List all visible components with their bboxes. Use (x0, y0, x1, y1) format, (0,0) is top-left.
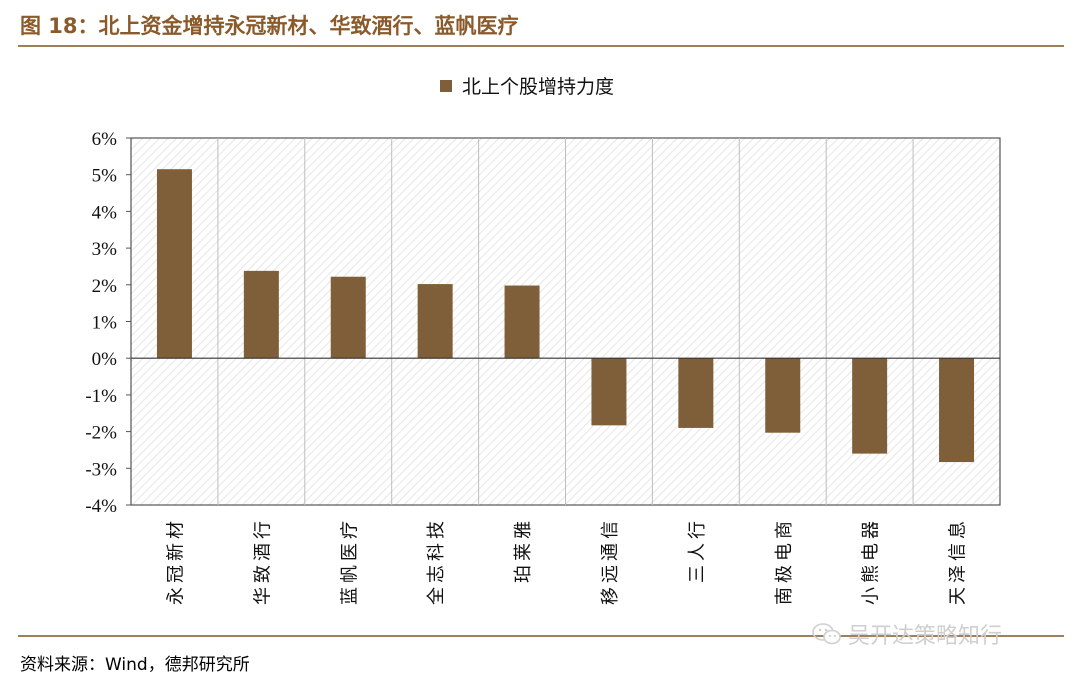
bar-4 (417, 284, 453, 359)
y-tick-label: -4% (85, 496, 117, 517)
watermark: 吴开达策略知行 (812, 618, 1002, 650)
bar-3 (330, 276, 366, 359)
x-category-label: 蓝帆医疗 (339, 517, 360, 605)
y-tick-label: -1% (85, 386, 117, 407)
bar-7 (678, 358, 714, 428)
x-category-label: 三人行 (687, 517, 708, 583)
x-category-label: 全志科技 (426, 517, 447, 605)
y-tick-label: 3% (92, 239, 118, 260)
figure-title: 图 18：北上资金增持永冠新材、华致酒行、蓝帆医疗 (20, 14, 519, 38)
legend-label: 北上个股增持力度 (462, 76, 615, 98)
y-tick-label: 5% (92, 166, 118, 187)
bar-9 (852, 358, 888, 454)
x-category-label: 移远通信 (600, 517, 621, 605)
source-note: 资料来源：Wind，德邦研究所 (20, 655, 250, 675)
watermark-text: 吴开达策略知行 (848, 624, 1003, 649)
y-tick-label: 2% (92, 276, 118, 297)
title-divider (18, 45, 1064, 47)
y-tick-label: 0% (92, 349, 118, 370)
y-tick-label: -2% (85, 423, 117, 444)
x-category-label: 南极电商 (774, 517, 795, 605)
y-tick-label: 6% (92, 129, 118, 150)
bar-5 (504, 285, 540, 359)
y-tick-label: 4% (92, 202, 118, 223)
x-category-label: 珀莱雅 (513, 517, 534, 583)
legend-swatch (440, 79, 452, 92)
bar-8 (765, 358, 801, 433)
y-tick-label: 1% (92, 313, 118, 334)
x-category-label: 华致酒行 (252, 517, 273, 605)
bar-1 (156, 169, 192, 359)
y-tick-label: -3% (85, 459, 117, 480)
x-category-label: 天泽信息 (948, 517, 969, 605)
wechat-icon (812, 623, 841, 645)
bar-6 (591, 358, 627, 426)
bar-10 (939, 358, 975, 463)
footer-divider (18, 635, 1064, 637)
x-category-label: 小熊电器 (861, 517, 882, 605)
legend: 北上个股增持力度 (440, 72, 614, 99)
bar-2 (243, 270, 279, 359)
x-category-label: 永冠新材 (165, 517, 186, 605)
